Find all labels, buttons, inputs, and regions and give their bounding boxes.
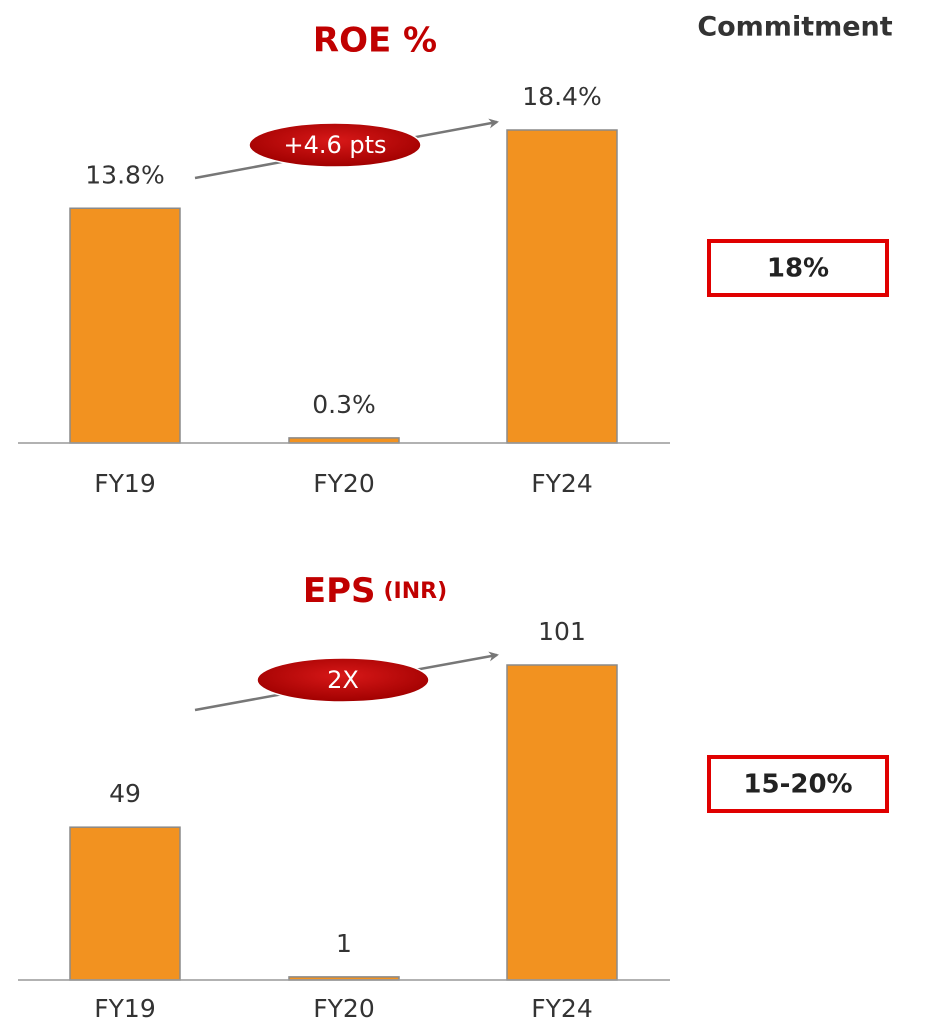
chart-subtitle: (INR) — [383, 579, 447, 604]
value-label: 18.4% — [522, 82, 601, 111]
annotation-badge — [248, 122, 422, 168]
chart-title: ROE % — [313, 21, 437, 61]
annotation: +4.6 pts — [283, 131, 386, 159]
value-label: 0.3% — [312, 390, 376, 419]
annotation: 2X — [327, 666, 359, 694]
bar — [288, 437, 400, 444]
x-tick-label: FY19 — [94, 994, 155, 1023]
value-label: 49 — [109, 779, 141, 808]
annotation-badge — [256, 657, 430, 703]
commitment-value: 18% — [767, 254, 829, 284]
bar — [69, 826, 181, 981]
commitment-title: Commitment — [697, 12, 892, 43]
x-tick-label: FY24 — [531, 994, 592, 1023]
bar — [506, 664, 618, 981]
x-tick-label: FY24 — [531, 469, 592, 498]
commitment-value: 15-20% — [743, 770, 852, 800]
commitment-box — [707, 239, 889, 297]
value-label: 101 — [538, 617, 586, 646]
x-tick-label: FY20 — [313, 469, 374, 498]
x-tick-label: FY20 — [313, 994, 374, 1023]
title-main: EPS — [303, 571, 376, 611]
bar — [69, 207, 181, 444]
x-tick-label: FY19 — [94, 469, 155, 498]
bar — [506, 129, 618, 444]
commitment-box — [707, 755, 889, 813]
value-label: 1 — [336, 929, 352, 958]
value-label: 13.8% — [85, 160, 164, 189]
chart-title: EPS (INR) — [303, 571, 447, 611]
